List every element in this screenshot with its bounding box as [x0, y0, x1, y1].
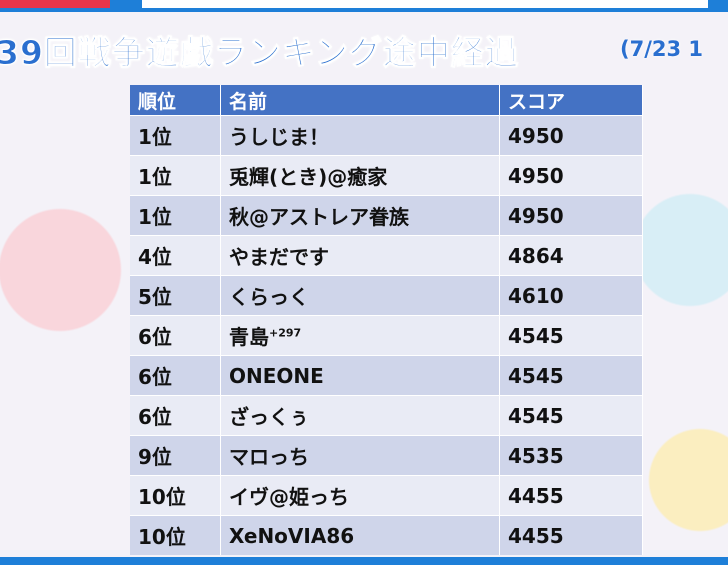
name: ざっくぅ [229, 405, 309, 429]
name-cell: ざっくぅ [220, 395, 500, 436]
score-cell: 4455 [499, 475, 643, 516]
rank: 6位 [138, 325, 172, 349]
column-header: 順位 [130, 85, 221, 116]
rank: 5位 [138, 285, 172, 309]
rank-cell: 10位 [130, 515, 221, 555]
rank-cell: 4位 [130, 235, 221, 276]
rank: 1位 [138, 205, 172, 229]
name-cell: マロっち [220, 435, 500, 476]
name: 青島 [229, 325, 269, 349]
name: やまだです [229, 245, 329, 269]
name: 秋@アストレア眷族 [229, 205, 409, 229]
rank: 10位 [138, 485, 186, 509]
rank-cell: 1位 [130, 155, 221, 196]
name: イヴ@姫っち [229, 485, 349, 509]
name-cell: 秋@アストレア眷族 [220, 195, 500, 236]
name-cell: XeNoVIA86 [220, 515, 500, 555]
rank: 6位 [138, 365, 172, 389]
name: うしじま！ [229, 125, 329, 149]
table-row: 1位 秋@アストレア眷族 4950 [130, 195, 643, 236]
table-row: 5位 くらっく 4610 [130, 275, 643, 316]
name: マロっち [229, 445, 309, 469]
score: 4455 [508, 523, 564, 548]
name-cell: うしじま！ [220, 115, 500, 156]
ranking-table: 順位 名前 スコア 1位 うしじま！ 4950 1位 兎輝(とき)@癒家 4950 1位 秋@… [130, 85, 643, 555]
table-row: 1位 うしじま！ 4950 [130, 115, 643, 156]
rank-cell: 1位 [130, 195, 221, 236]
name-cell: くらっく [220, 275, 500, 316]
name-cell: やまだです [220, 235, 500, 276]
name: 兎輝(とき)@癒家 [229, 165, 388, 189]
score: 4950 [508, 203, 564, 228]
score: 4545 [508, 363, 564, 388]
name-cell: 青島+297 [220, 315, 500, 356]
score: 4950 [508, 163, 564, 188]
table-row: 10位 イヴ@姫っち 4455 [130, 475, 643, 516]
rank-cell: 5位 [130, 275, 221, 316]
score: 4864 [508, 243, 564, 268]
score-cell: 4545 [499, 395, 643, 436]
rank-cell: 6位 [130, 395, 221, 436]
rank: 6位 [138, 405, 172, 429]
score-cell: 4455 [499, 515, 643, 555]
badge: +297 [269, 326, 302, 340]
rank-cell: 9位 [130, 435, 221, 476]
name: くらっく [229, 285, 309, 309]
score-cell: 4950 [499, 115, 643, 156]
score-cell: 4535 [499, 435, 643, 476]
score-cell: 4950 [499, 195, 643, 236]
score-cell: 4545 [499, 355, 643, 396]
score-cell: 4610 [499, 275, 643, 316]
rank: 1位 [138, 165, 172, 189]
bottom-bar [0, 557, 728, 565]
rank: 9位 [138, 445, 172, 469]
score-cell: 4545 [499, 315, 643, 356]
table-row: 10位 XeNoVIA86 4455 [130, 515, 643, 555]
header-row: 順位 名前 スコア [130, 85, 643, 116]
table-row: 6位 ざっくぅ 4545 [130, 395, 643, 436]
column-header: スコア [499, 85, 643, 116]
tag [0, 0, 110, 8]
score: 4545 [508, 403, 564, 428]
score: 4455 [508, 483, 564, 508]
rank-cell: 1位 [130, 115, 221, 156]
table-row: 4位 やまだです 4864 [130, 235, 643, 276]
table-row: 6位 青島+297 4545 [130, 315, 643, 356]
top-banner [142, 0, 708, 8]
name-cell: イヴ@姫っち [220, 475, 500, 516]
name-cell: ONEONE [220, 355, 500, 396]
score-cell: 4950 [499, 155, 643, 196]
table-row: 9位 マロっち 4535 [130, 435, 643, 476]
column-header: 名前 [220, 85, 500, 116]
name-cell: 兎輝(とき)@癒家 [220, 155, 500, 196]
table-row: 6位 ONEONE 4545 [130, 355, 643, 396]
rank: 4位 [138, 245, 172, 269]
name: XeNoVIA86 [229, 523, 355, 548]
rank-cell: 6位 [130, 355, 221, 396]
table-body: 1位 うしじま！ 4950 1位 兎輝(とき)@癒家 4950 1位 秋@アストレア眷族 495… [130, 115, 643, 555]
score: 4535 [508, 443, 564, 468]
date: (7/23 1 [620, 37, 704, 61]
rank-cell: 6位 [130, 315, 221, 356]
rank-cell: 10位 [130, 475, 221, 516]
top-bar [0, 0, 728, 12]
title: 39回戦争遊戯ランキング途中経過 [0, 33, 519, 73]
name: ONEONE [229, 363, 324, 388]
score-cell: 4864 [499, 235, 643, 276]
table-row: 1位 兎輝(とき)@癒家 4950 [130, 155, 643, 196]
rank: 10位 [138, 525, 186, 549]
score: 4950 [508, 123, 564, 148]
score: 4545 [508, 323, 564, 348]
rank: 1位 [138, 125, 172, 149]
score: 4610 [508, 283, 564, 308]
